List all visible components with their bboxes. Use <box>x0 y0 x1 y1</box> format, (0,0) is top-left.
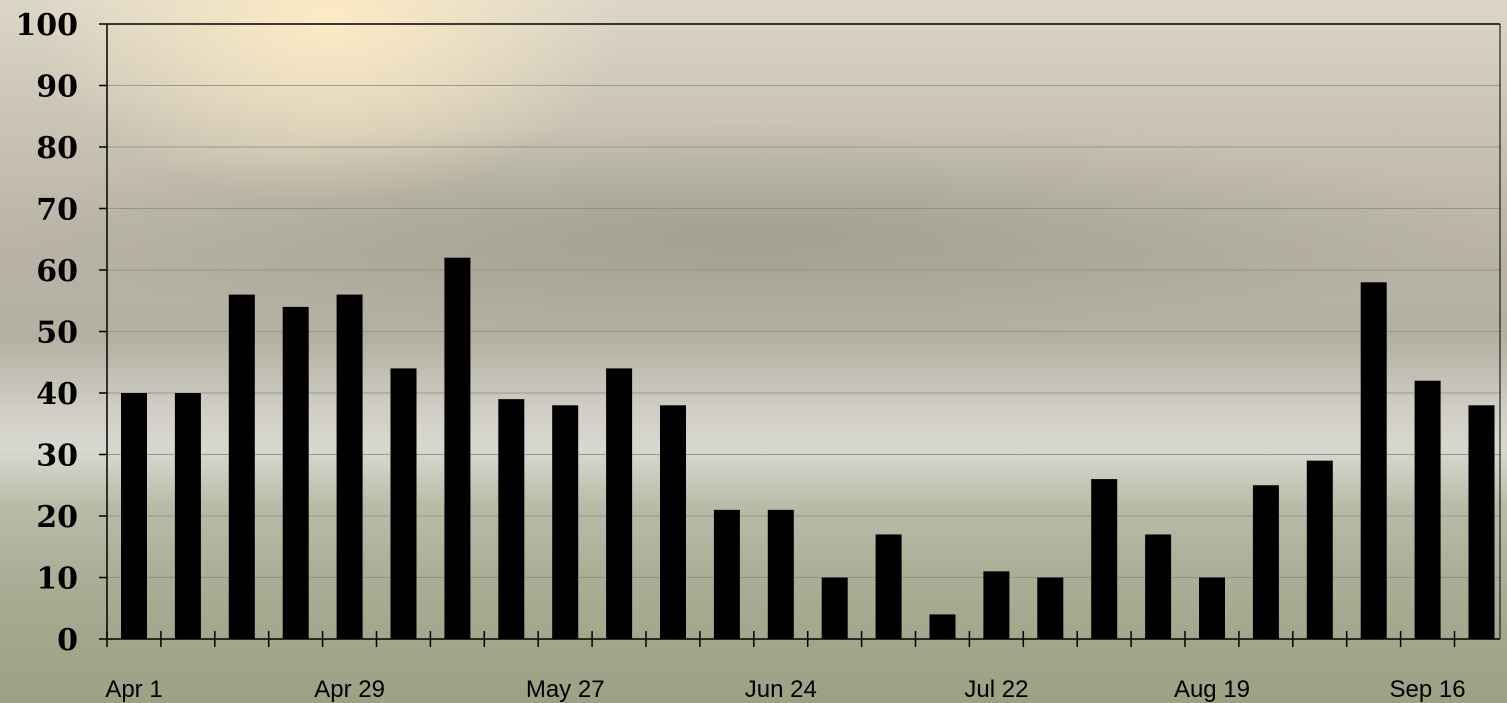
bar <box>929 614 956 639</box>
bar <box>1414 380 1441 639</box>
bar <box>228 294 255 639</box>
bar <box>713 509 740 639</box>
bar <box>821 577 848 639</box>
bar <box>1360 282 1387 639</box>
y-tick-label: 70 <box>36 193 78 228</box>
axes <box>99 23 1501 647</box>
y-tick-label: 80 <box>36 131 78 166</box>
y-tick-label: 20 <box>36 500 78 535</box>
x-tick-label: Jun 24 <box>745 676 817 703</box>
bar <box>767 509 794 639</box>
x-tick-label: Apr 29 <box>314 676 385 703</box>
bar <box>660 405 686 639</box>
bar <box>498 399 525 639</box>
bar <box>1145 534 1172 639</box>
bar <box>390 368 417 639</box>
y-tick-label: 60 <box>36 254 78 289</box>
bar <box>1252 485 1279 639</box>
y-tick-label: 30 <box>36 439 78 474</box>
bar <box>174 393 201 639</box>
bar <box>983 571 1010 639</box>
bar <box>282 306 309 639</box>
bar <box>552 405 579 639</box>
bar <box>606 368 633 639</box>
bar <box>875 534 902 639</box>
bar <box>1468 405 1495 639</box>
x-tick-label: Aug 19 <box>1174 676 1250 703</box>
bar <box>1091 479 1118 639</box>
y-tick-label: 90 <box>36 70 78 105</box>
x-tick-label: Sep 16 <box>1390 676 1466 703</box>
bar <box>336 294 363 639</box>
bar <box>444 257 471 639</box>
gridlines <box>107 23 1500 578</box>
bars <box>121 257 1495 639</box>
y-tick-label: 10 <box>36 562 78 597</box>
y-tick-label: 50 <box>36 316 78 351</box>
bar <box>1199 577 1225 639</box>
x-axis-tick-labels: Apr 1 Apr 29 May 27 Jun 24 Jul 22 Aug 19 Sep 1… <box>105 676 1465 703</box>
y-tick-label: 40 <box>36 377 78 412</box>
bar <box>1306 460 1333 639</box>
bar <box>121 393 147 639</box>
y-tick-label: 0 <box>57 623 78 658</box>
bar <box>1037 577 1064 639</box>
x-tick-label: Jul 22 <box>964 676 1028 703</box>
y-axis-tick-labels: 0 10 20 30 40 50 60 70 80 90 100 <box>15 8 78 658</box>
y-tick-label: 100 <box>15 8 78 43</box>
x-tick-label: May 27 <box>526 676 605 703</box>
x-tick-label: Apr 1 <box>105 676 162 703</box>
